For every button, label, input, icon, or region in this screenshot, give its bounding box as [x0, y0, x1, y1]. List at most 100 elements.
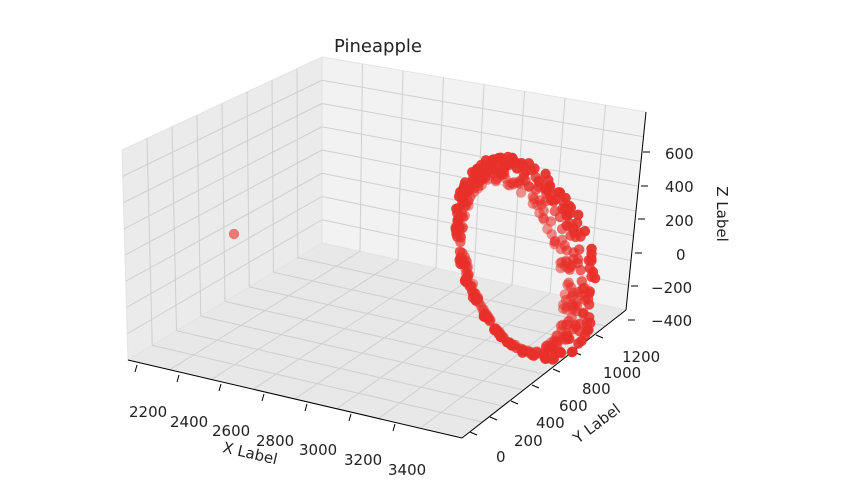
side-grid-line [221, 103, 226, 302]
data-point [463, 200, 474, 211]
z-tick-label: 0 [676, 246, 686, 264]
chart-title: Pineapple [334, 36, 422, 57]
data-points [228, 151, 601, 365]
y-tick-mark [510, 400, 519, 405]
floor-grid-line [378, 292, 551, 419]
data-point [522, 345, 533, 356]
x-tick-mark [218, 383, 222, 392]
y-tick-label: 1200 [622, 348, 660, 366]
data-point [586, 271, 597, 282]
data-point [494, 326, 505, 338]
y-tick-labels: 0 200 400 600 800 1000 1200 [496, 348, 660, 466]
x-tick-label: 3000 [299, 441, 337, 459]
y-tick-mark [469, 431, 478, 436]
data-point [584, 263, 595, 274]
data-point [556, 223, 568, 235]
data-point [566, 346, 578, 358]
data-point [576, 276, 587, 287]
data-point [583, 255, 594, 266]
side-grid-line [296, 68, 299, 258]
back-grid-line [321, 79, 644, 138]
side-grid-line [246, 91, 250, 287]
data-point [555, 320, 567, 331]
data-point [472, 292, 484, 303]
x-tick-mark [176, 374, 180, 383]
side-grid-line [271, 80, 274, 273]
grid-lines [122, 63, 644, 429]
x-tick-label: 2800 [256, 432, 294, 450]
data-point [502, 179, 513, 190]
data-point [511, 163, 523, 174]
data-point [559, 289, 571, 300]
floor-grid-line [297, 257, 606, 327]
side-grid-line [124, 126, 323, 230]
data-point [549, 206, 561, 217]
data-point [562, 279, 573, 290]
data-point [455, 232, 466, 243]
data-point [527, 198, 538, 209]
y-tick-label: 600 [559, 397, 588, 415]
z-tick-label: 200 [665, 212, 694, 230]
data-point [573, 209, 584, 220]
z-tick-label: −400 [651, 312, 692, 330]
y-tick-mark [489, 416, 498, 421]
y-axis-line [461, 309, 627, 439]
data-point [555, 263, 566, 274]
x-tick-mark [392, 423, 396, 432]
floor-grid-line [273, 271, 586, 343]
data-point [531, 346, 543, 357]
side-grid-line [122, 79, 323, 177]
x-tick-mark [304, 403, 308, 412]
z-tick-label: 600 [665, 145, 694, 163]
data-point [490, 176, 502, 187]
data-point [573, 338, 584, 349]
data-point [565, 230, 576, 241]
data-point [534, 207, 545, 219]
data-point [549, 239, 560, 250]
side-grid-line [123, 103, 323, 203]
x-tick-label: 2400 [170, 413, 208, 431]
data-point [228, 228, 240, 240]
x-tick-label: 3200 [344, 451, 382, 469]
data-point [581, 325, 593, 336]
x-tick-label: 3400 [388, 461, 426, 479]
x-tick-labels: 2200 2400 2600 2800 3000 3200 3400 [129, 403, 426, 479]
data-point [472, 183, 484, 194]
y-tick-mark [531, 384, 540, 389]
z-axis-title: Z Label [713, 186, 731, 242]
y-tick-label: 200 [514, 432, 543, 450]
x-tick-mark [348, 413, 352, 422]
y-tick-mark [552, 368, 561, 373]
data-point [485, 314, 496, 326]
x-axis-line [127, 359, 463, 439]
y-tick-label: 800 [582, 380, 611, 398]
data-point [542, 223, 553, 235]
data-point [510, 339, 521, 351]
data-point [515, 187, 527, 198]
data-point [467, 278, 479, 290]
x-tick-mark [261, 393, 265, 402]
z-axis-line [625, 111, 647, 311]
x-tick-mark [134, 364, 138, 373]
data-point [457, 222, 469, 233]
x-tick-label: 2200 [129, 403, 167, 421]
data-point [461, 256, 473, 267]
y-tick-label: 0 [496, 448, 506, 466]
data-point [558, 299, 569, 310]
z-tick-labels: 600 400 200 0 −200 −400 [651, 145, 694, 330]
data-point [459, 210, 470, 221]
back-grid-line [321, 103, 642, 162]
x-tick-label: 2600 [212, 422, 250, 440]
y-tick-mark [595, 334, 604, 339]
tick-marks [134, 151, 650, 436]
data-point [542, 340, 553, 351]
axis-lines [127, 111, 647, 439]
data-point [523, 181, 534, 192]
back-grid-line [321, 126, 639, 187]
floor-grid-line [294, 276, 475, 400]
y-tick-label: 1000 [603, 364, 641, 382]
z-tick-label: 400 [665, 178, 694, 196]
y-tick-label: 400 [536, 414, 565, 432]
z-tick-label: −200 [651, 279, 692, 297]
